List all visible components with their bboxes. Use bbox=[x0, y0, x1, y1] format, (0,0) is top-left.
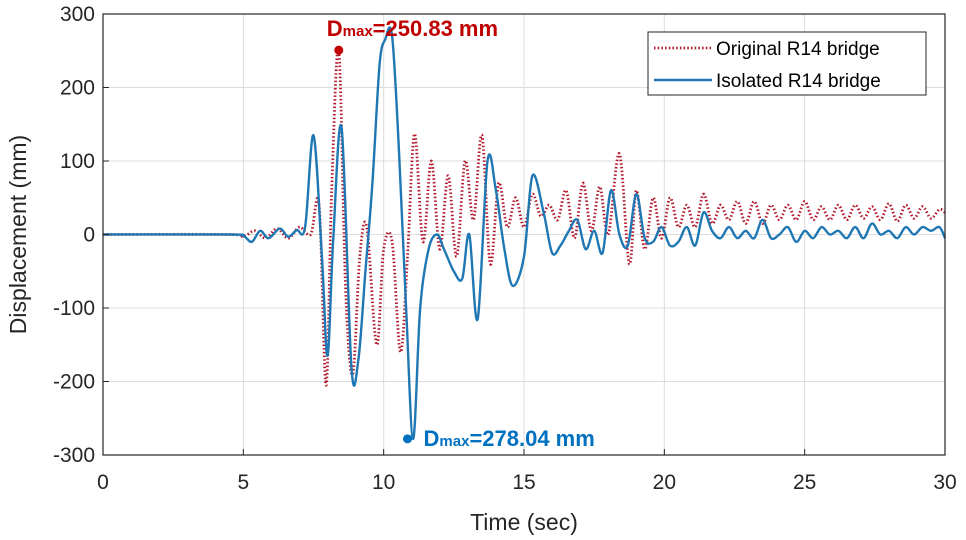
peak-marker bbox=[334, 45, 344, 55]
y-tick-label: -200 bbox=[53, 371, 95, 394]
x-tick-label: 20 bbox=[653, 471, 676, 494]
x-tick-label: 15 bbox=[512, 471, 535, 494]
annotations: Dmax=250.83 mm Dmax=278.04 mm bbox=[327, 16, 595, 451]
x-tick-label: 5 bbox=[237, 471, 249, 494]
series-layer bbox=[102, 26, 947, 441]
series-original-line bbox=[102, 46, 946, 387]
peak-annotation: Dmax=250.83 mm bbox=[327, 16, 498, 41]
y-tick-label: 200 bbox=[60, 77, 95, 100]
legend: Original R14 bridge Isolated R14 bridge bbox=[647, 31, 927, 96]
x-tick-label: 10 bbox=[372, 471, 395, 494]
legend-box bbox=[647, 31, 927, 96]
x-tick-label: 30 bbox=[933, 471, 956, 494]
x-tick-label: 0 bbox=[97, 471, 109, 494]
x-tick-label: 25 bbox=[793, 471, 816, 494]
y-tick-label: -300 bbox=[53, 444, 95, 467]
legend-label-original: Original R14 bridge bbox=[716, 39, 880, 60]
x-axis-label: Time (sec) bbox=[470, 509, 578, 535]
series-isolated-line bbox=[102, 26, 947, 441]
y-tick-label: 300 bbox=[60, 3, 95, 26]
legend-label-isolated: Isolated R14 bridge bbox=[716, 71, 881, 92]
peak-annotation: Dmax=278.04 mm bbox=[424, 426, 595, 451]
axis-ticks: 0 5 10 15 20 25 30 300 200 100 0 -100 -200 -300 bbox=[53, 3, 957, 494]
peak-marker bbox=[403, 434, 413, 444]
y-axis-label: Displacement (mm) bbox=[5, 135, 31, 334]
y-tick-label: -100 bbox=[53, 297, 95, 320]
y-tick-label: 100 bbox=[60, 150, 95, 173]
y-tick-label: 0 bbox=[83, 224, 95, 247]
